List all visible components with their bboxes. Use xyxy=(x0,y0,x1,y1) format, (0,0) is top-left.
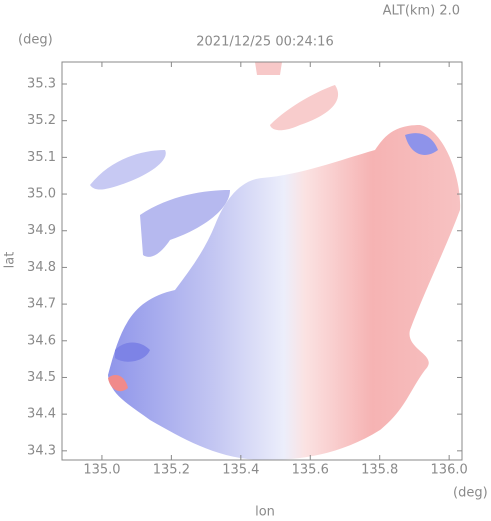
y-tick-label: 34.9 xyxy=(27,223,56,238)
y-tick-label: 34.8 xyxy=(27,260,56,275)
x-tick-label: 135.0 xyxy=(83,463,120,478)
y-tick-label: 35.1 xyxy=(27,150,56,165)
y-tick-label: 34.6 xyxy=(27,333,56,348)
y-tick-label: 34.5 xyxy=(27,370,56,385)
y-unit: (deg) xyxy=(18,33,53,48)
radar-field xyxy=(90,62,461,460)
x-tick-label: 135.4 xyxy=(222,463,259,478)
y-tick-label: 35.0 xyxy=(27,187,56,202)
x-tick-label: 135.6 xyxy=(292,463,329,478)
y-tick-label: 34.4 xyxy=(27,407,56,422)
y-tick-label: 35.2 xyxy=(27,113,56,128)
x-tick-label: 135.2 xyxy=(153,463,190,478)
x-tick-label: 135.8 xyxy=(361,463,398,478)
chart-title: 2021/12/25 00:24:16 xyxy=(196,35,333,50)
y-axis-label: lat xyxy=(3,252,18,269)
plot-frame xyxy=(61,61,463,461)
x-tick-label: 136.0 xyxy=(431,463,468,478)
x-unit: (deg) xyxy=(453,486,488,501)
y-tick-label: 35.3 xyxy=(27,77,56,92)
y-tick-label: 34.3 xyxy=(27,443,56,458)
annotation: ALT(km) 2.0 xyxy=(383,4,460,19)
x-axis-label: lon xyxy=(255,505,275,520)
y-tick-label: 34.7 xyxy=(27,297,56,312)
